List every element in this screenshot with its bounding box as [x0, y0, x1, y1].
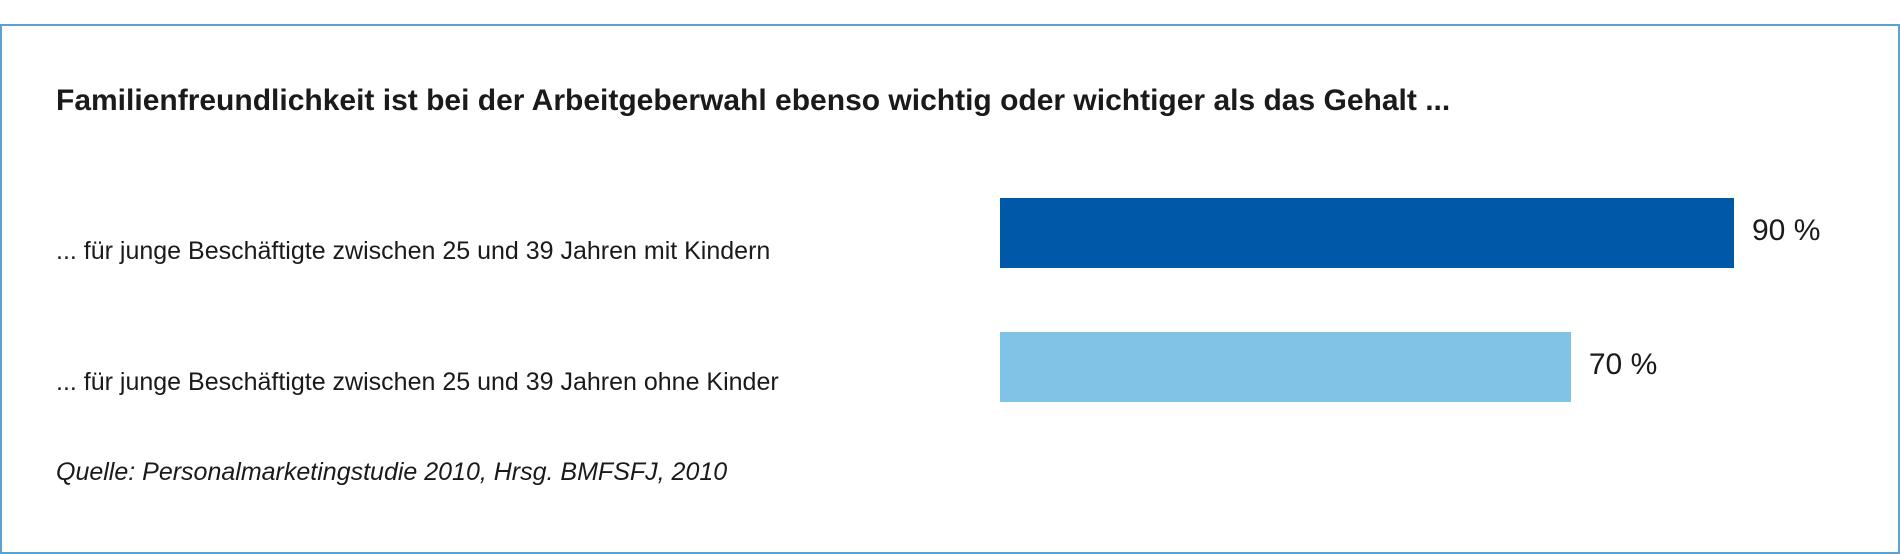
chart-frame: Familienfreundlichkeit ist bei der Arbei… — [0, 24, 1900, 554]
value-label-without-children: 70 % — [1588, 348, 1658, 381]
category-label-without-children: ... für junge Beschäftigte zwischen 25 u… — [56, 368, 779, 396]
category-label-with-children: ... für junge Beschäftigte zwischen 25 u… — [56, 237, 771, 265]
bar-with-children — [1000, 198, 1734, 268]
source-note: Quelle: Personalmarketingstudie 2010, Hr… — [56, 458, 728, 486]
value-label-with-children: 90 % — [1752, 214, 1821, 247]
chart-title: Familienfreundlichkeit ist bei der Arbei… — [56, 84, 1451, 117]
bar-without-children — [1000, 332, 1571, 402]
